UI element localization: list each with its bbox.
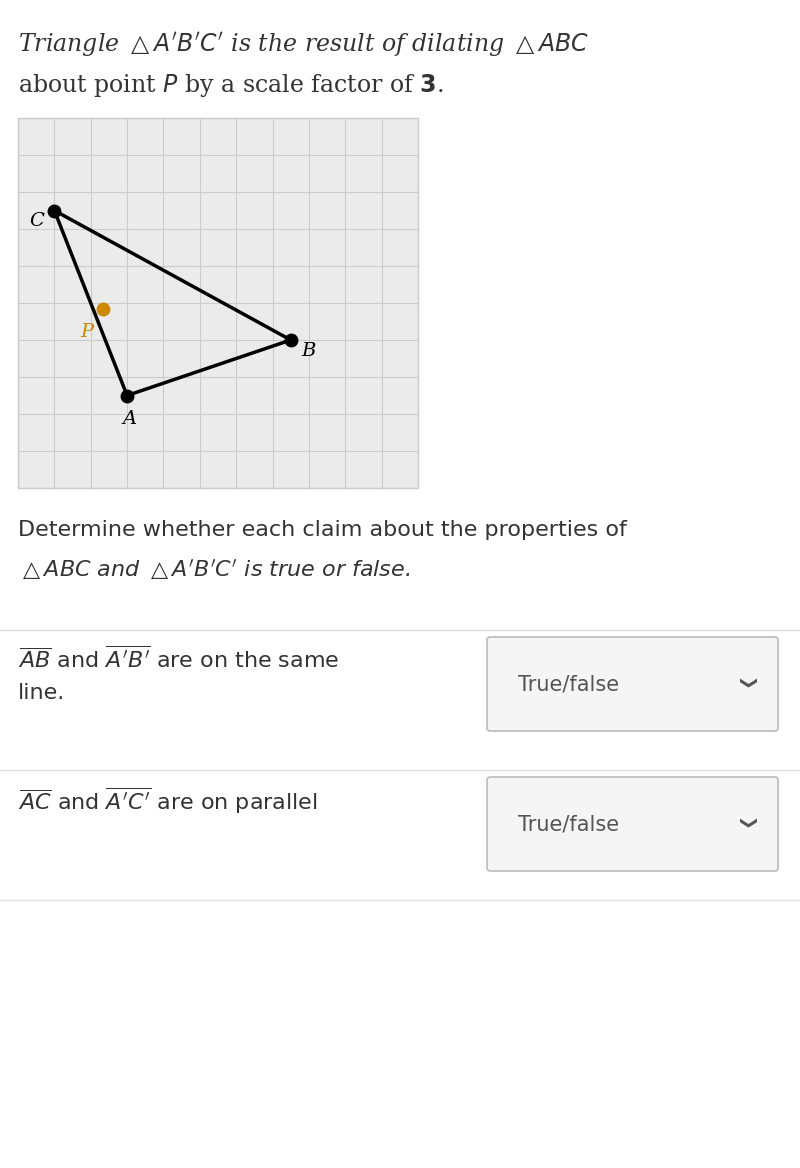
Text: C: C [29, 213, 44, 230]
Text: ❯: ❯ [736, 818, 754, 830]
Text: P: P [80, 324, 94, 341]
FancyBboxPatch shape [487, 637, 778, 731]
Text: $\triangle ABC$ and $\triangle A'B'C'$ is true or false.: $\triangle ABC$ and $\triangle A'B'C'$ i… [18, 558, 410, 583]
Text: True/false: True/false [518, 674, 619, 694]
Bar [18, 118, 418, 488]
Text: ❯: ❯ [736, 677, 754, 691]
Text: line.: line. [18, 683, 66, 703]
Text: A: A [122, 410, 136, 427]
FancyBboxPatch shape [487, 777, 778, 871]
Text: $\overline{AC}$ and $\overline{A'C'}$ are on parallel: $\overline{AC}$ and $\overline{A'C'}$ ar… [18, 785, 318, 816]
Text: Determine whether each claim about the properties of: Determine whether each claim about the p… [18, 520, 627, 540]
Text: $\overline{AB}$ and $\overline{A'B'}$ are on the same: $\overline{AB}$ and $\overline{A'B'}$ ar… [18, 645, 339, 672]
Text: True/false: True/false [518, 814, 619, 834]
Text: about point $\mathit{P}$ by a scale factor of $\mathbf{3}$.: about point $\mathit{P}$ by a scale fact… [18, 72, 443, 99]
Text: B: B [302, 342, 316, 360]
Text: Triangle $\triangle A'B'C'$ is the result of dilating $\triangle ABC$: Triangle $\triangle A'B'C'$ is the resul… [18, 30, 589, 58]
